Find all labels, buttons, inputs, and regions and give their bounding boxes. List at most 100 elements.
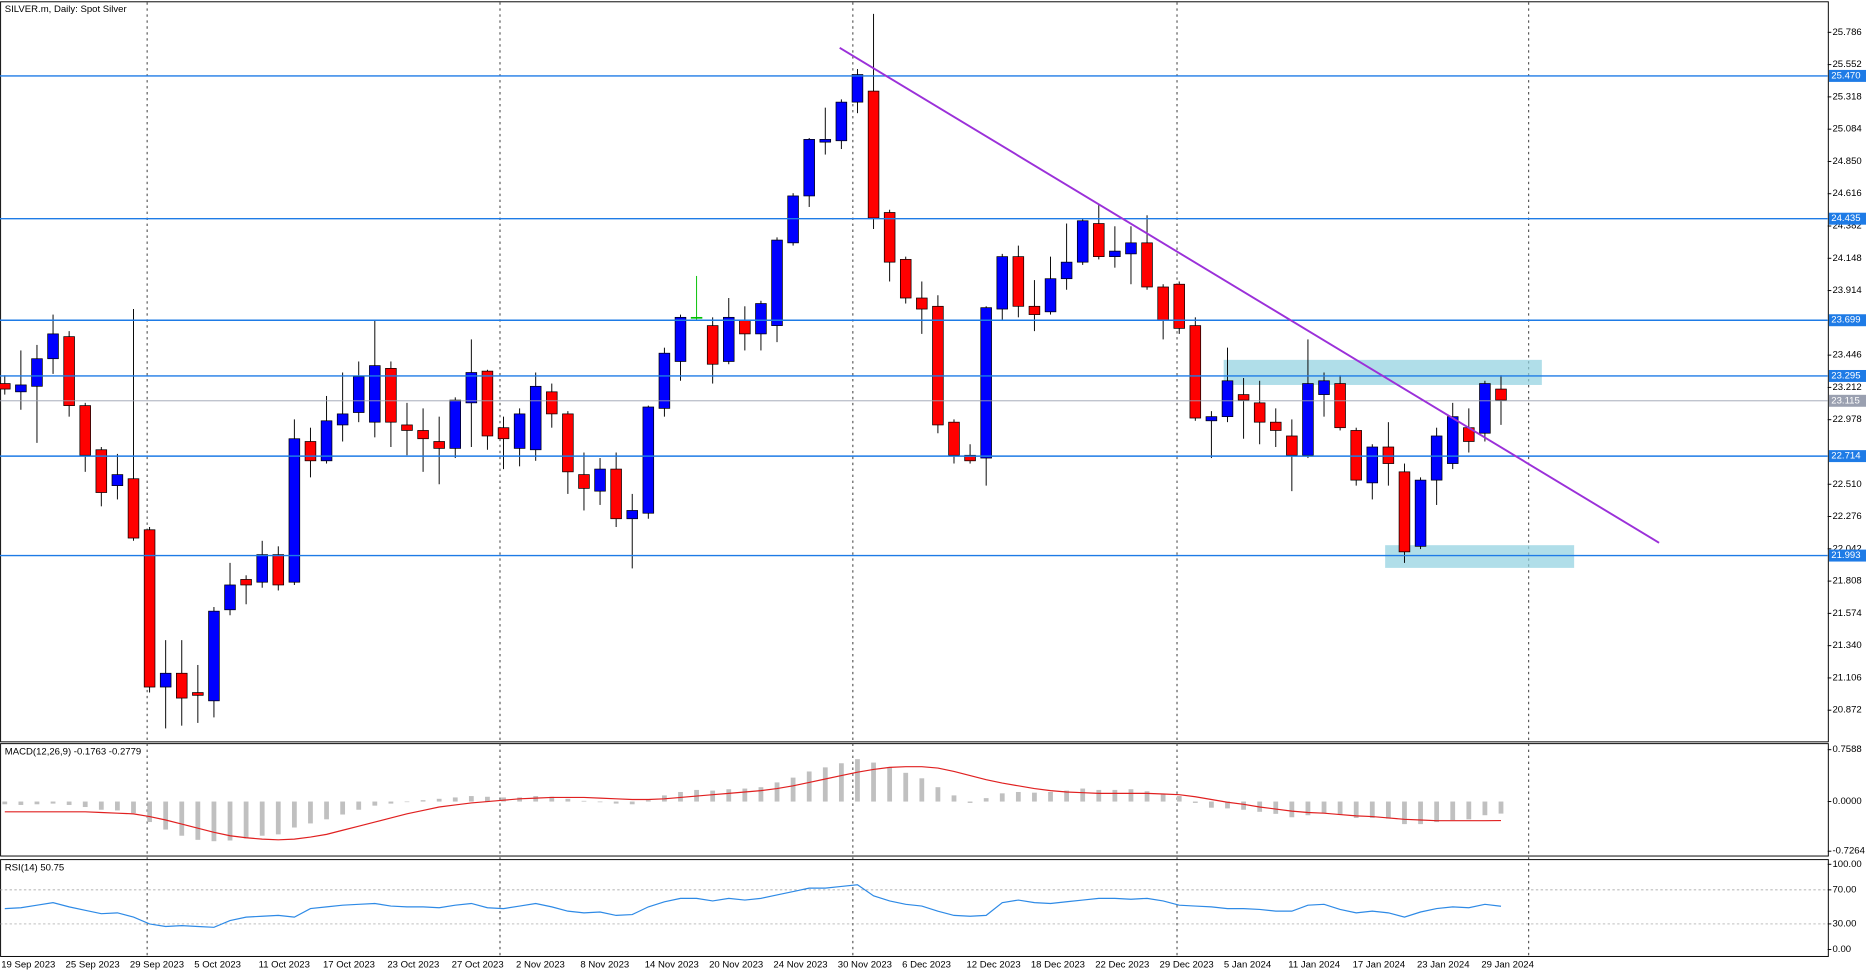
histogram-bar [50,801,56,804]
x-tick-label: 24 Nov 2023 [773,959,827,970]
histogram-bar [1080,788,1086,802]
candle-body [159,672,172,688]
y-tick-label: 22.978 [1833,414,1862,425]
candle-body [31,358,43,387]
candle-body [111,474,124,486]
histogram-bar [1434,801,1440,823]
x-tick-label: 2 Nov 2023 [516,959,565,970]
candle-body [497,427,510,440]
candle-body [385,368,397,423]
candle-body [578,474,590,489]
histogram-bar [452,797,458,802]
candle-body [706,325,719,365]
histogram-bar [34,801,40,805]
histogram-bar [2,801,8,805]
histogram-bar [1369,801,1375,818]
candle-body [15,384,27,393]
histogram-bar [565,798,571,802]
histogram-bar [1048,791,1053,802]
x-tick-label: 5 Oct 2023 [194,959,241,970]
histogram-bar [951,795,957,802]
x-tick-label: 12 Dec 2023 [966,959,1020,970]
y-tick-label: 20.872 [1833,705,1862,716]
candle-body [1221,380,1234,418]
histogram-bar [356,801,362,810]
y-tick-label: 0.0000 [1833,796,1862,807]
candle-body [417,430,429,440]
candle-body [1237,394,1250,401]
histogram-bar [1418,801,1423,825]
histogram-bar [485,796,490,802]
histogram-bar [1466,801,1472,820]
histogram-bar [1273,801,1279,814]
histogram-bar [1321,801,1327,814]
level-label: 24.435 [1831,213,1860,224]
histogram-bar [275,801,281,835]
x-tick-label: 25 Sep 2023 [66,959,120,970]
x-tick-label: 6 Dec 2023 [902,959,951,970]
histogram-bar [1353,801,1359,818]
histogram-bar [340,801,346,815]
candle-body [1382,446,1395,464]
level-label-box [1828,369,1866,382]
candle-body [320,420,333,462]
histogram-bar [211,801,217,842]
y-tick-label: 0.7588 [1833,744,1862,755]
histogram-bar [613,801,619,804]
candle-body [916,297,928,310]
candle-body [1414,479,1427,547]
y-tick-label: 22.510 [1833,479,1862,490]
histogram-bar [66,801,72,805]
histogram-bar [1402,801,1407,825]
candle-body [1334,383,1346,429]
histogram-bar [82,801,88,808]
histogram-bar [597,801,603,803]
x-tick-label: 30 Nov 2023 [838,959,892,970]
candle-body [465,372,478,404]
histogram-bar [1482,801,1488,816]
level-label: 25.470 [1831,70,1860,81]
candle-body [176,672,188,699]
x-tick-label: 5 Jan 2024 [1224,959,1272,970]
y-tick-label: -0.7264 [1833,846,1866,857]
candle-body [948,421,960,456]
candle-body [996,256,1008,310]
candle-body [1173,283,1185,329]
candle-body [1479,383,1491,434]
candle-body [1205,416,1218,422]
candle-body [1253,402,1266,423]
histogram-bar [999,793,1005,802]
candle-body [835,101,848,142]
histogram-bar [935,787,941,802]
candle-body [47,333,59,360]
y-tick-label: 23.914 [1833,285,1863,296]
histogram-bar [822,767,828,802]
histogram-bar [871,762,876,802]
y-tick-label: 30.00 [1833,918,1857,929]
candle-body [272,554,285,586]
candle-body [964,454,976,462]
candle-body [288,438,301,583]
candle-body [433,441,445,449]
candle-body [513,413,526,449]
candle-body [1093,223,1105,257]
histogram-bar [195,801,201,840]
x-tick-label: 17 Oct 2023 [323,959,375,970]
candle-body [127,478,140,539]
price-label-box [1828,394,1866,407]
main-panel [0,1,1829,743]
y-tick-label: 23.446 [1833,350,1862,361]
histogram-bar [1498,801,1504,814]
candle-body [1012,256,1025,307]
histogram-bar [533,796,539,802]
histogram-bar [404,801,410,803]
histogram-bar [1096,789,1102,802]
macd-panel [0,743,1829,857]
histogram-bar [227,801,233,841]
histogram-bar [1064,790,1070,802]
y-tick-label: 24.382 [1833,221,1862,232]
candle-body [739,319,751,335]
candle-body [1076,220,1089,263]
candle-body [1189,325,1202,419]
rsi-panel [0,859,1829,957]
